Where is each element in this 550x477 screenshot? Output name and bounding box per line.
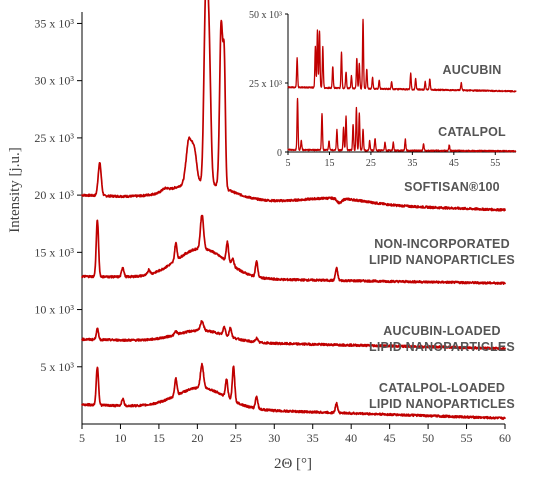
series-label: LIPID NANOPARTICLES [369, 397, 515, 411]
x-tick-label: 60 [499, 431, 511, 445]
x-tick-label: 35 [307, 431, 319, 445]
y-tick-label: 5 x 10³ [40, 360, 74, 374]
x-tick-label: 10 [114, 431, 126, 445]
x-tick-label: 5 [79, 431, 85, 445]
series-label: LIPID NANOPARTICLES [369, 340, 515, 354]
x-tick-label: 25 [230, 431, 242, 445]
main-series-labels: SOFTISAN®100 NON-INCORPORATED LIPID NANOPA… [369, 180, 515, 411]
y-tick-label: 15 x 10³ [34, 245, 74, 259]
inset-x-tick-label: 45 [449, 158, 459, 169]
inset-series-label: CATALPOL [438, 125, 506, 139]
inset-x-tick-label: 25 [366, 158, 376, 169]
series-label: NON-INCORPORATED [374, 237, 510, 251]
series-line-4 [81, 362, 506, 421]
x-tick-label: 55 [461, 431, 473, 445]
inset-series-line-2 [287, 97, 517, 153]
y-tick-label: 25 x 10³ [34, 131, 74, 145]
y-tick-label: 10 x 10³ [34, 303, 74, 317]
y-tick-label: 20 x 10³ [34, 188, 74, 202]
y-axis-title: Intensity [j.u.] [7, 147, 23, 232]
inset-x-tick-label: 5 [286, 158, 291, 169]
inset-x-tick-label: 55 [490, 158, 500, 169]
main-curves [81, 0, 506, 421]
series-line-2 [81, 214, 506, 286]
x-axis-title: 2Θ [°] [274, 456, 312, 472]
x-tick-label: 50 [422, 431, 434, 445]
inset-chart: 5 15 25 35 45 55 0 25 x 10³ 50 x 10³ AUCUBIN CATAL… [249, 10, 517, 169]
series-label: AUCUBIN-LOADED [383, 324, 500, 338]
series-line-3 [81, 320, 506, 351]
inset-y-tick-label: 0 [277, 148, 282, 159]
series-label: SOFTISAN®100 [404, 180, 500, 194]
x-tick-label: 40 [345, 431, 357, 445]
inset-y-tick-label: 25 x 10³ [249, 79, 282, 90]
y-tick-label: 30 x 10³ [34, 74, 74, 88]
x-tick-label: 20 [191, 431, 203, 445]
x-tick-label: 15 [153, 431, 165, 445]
inset-series-label: AUCUBIN [442, 63, 501, 77]
inset-x-tick-label: 35 [407, 158, 417, 169]
series-line-1 [81, 0, 506, 212]
series-label: CATALPOL-LOADED [379, 381, 505, 395]
x-tick-label: 30 [268, 431, 280, 445]
series-label: LIPID NANOPARTICLES [369, 253, 515, 267]
inset-x-tick-label: 15 [324, 158, 334, 169]
inset-series-line-1 [287, 18, 517, 93]
x-tick-label: 45 [384, 431, 396, 445]
y-tick-label: 35 x 10³ [34, 16, 74, 30]
inset-y-tick-label: 50 x 10³ [249, 10, 282, 21]
